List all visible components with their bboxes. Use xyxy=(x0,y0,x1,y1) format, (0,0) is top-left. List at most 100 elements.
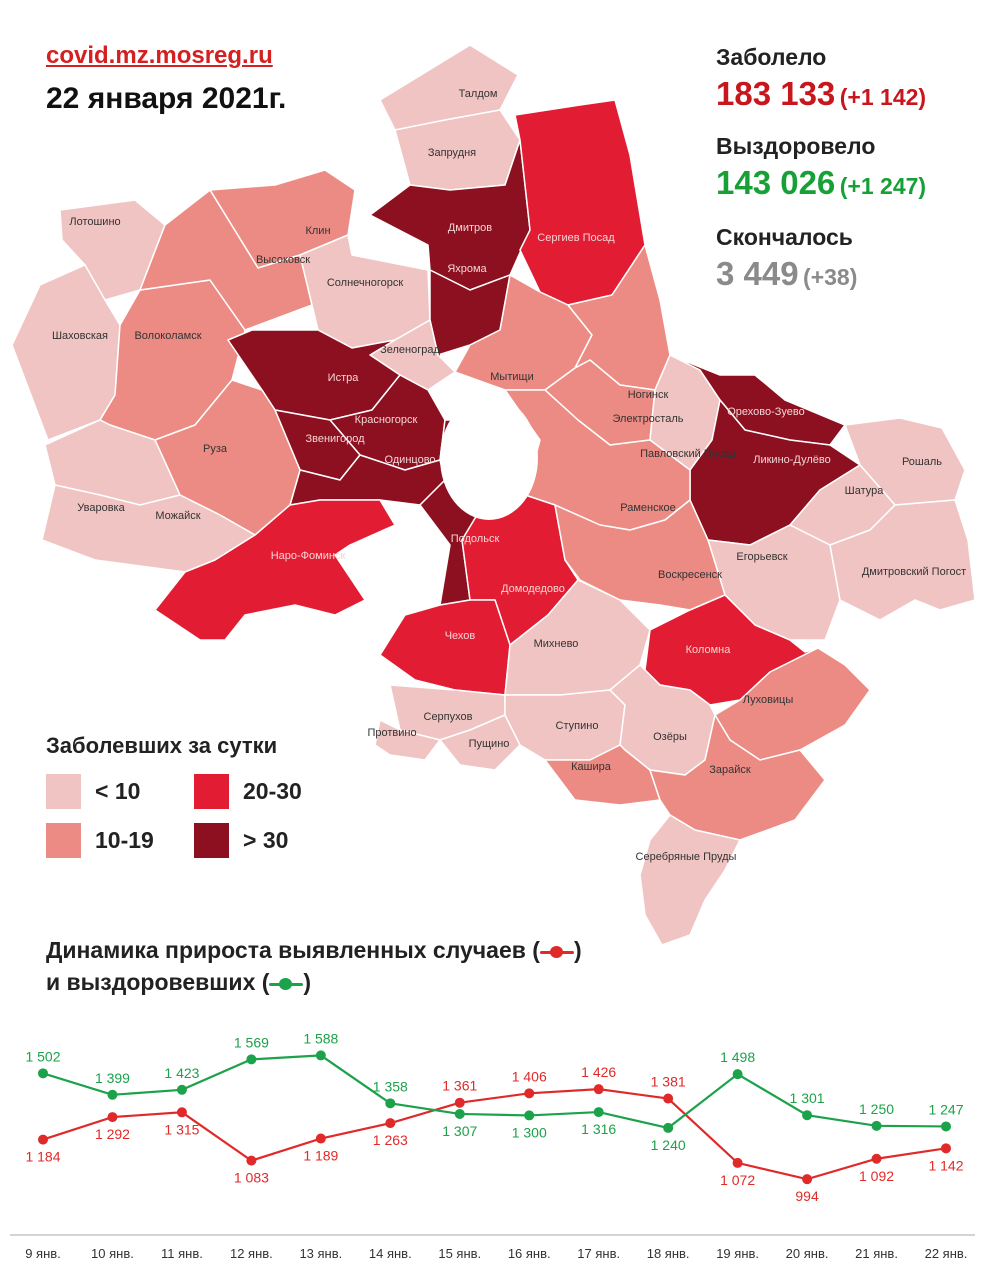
data-label: 1 315 xyxy=(164,1121,199,1137)
infected-point xyxy=(385,1118,396,1129)
x-tick-label: 14 янв. xyxy=(369,1246,412,1261)
legend-swatch xyxy=(46,823,81,858)
district-label: Можайск xyxy=(155,510,200,522)
data-label: 1 423 xyxy=(164,1065,199,1081)
legend-item-20-30: 20-30 xyxy=(194,774,302,809)
data-label: 1 502 xyxy=(25,1048,60,1064)
district-label: Павловский Посад xyxy=(640,448,736,460)
region-map: Лотошино Шаховская Волоколамск Клин Высоковс… xyxy=(11,44,976,946)
recovered-point xyxy=(593,1107,604,1118)
recovered-point xyxy=(941,1121,951,1132)
district-label: Шаховская xyxy=(52,330,108,342)
recovered-label: Выздоровело xyxy=(716,133,876,159)
district-label: Солнечногорск xyxy=(327,277,403,289)
infected-point xyxy=(593,1084,604,1095)
district-label: Запрудня xyxy=(428,147,476,159)
recovered-delta: (+1 247) xyxy=(839,173,927,199)
recovered-point xyxy=(871,1120,882,1131)
data-label: 1 292 xyxy=(95,1126,130,1142)
district-31 xyxy=(829,499,976,621)
data-label: 1 361 xyxy=(442,1078,477,1094)
infected-line-marker xyxy=(539,945,574,958)
district-label: Высоковск xyxy=(256,254,310,266)
district-label: Уваровка xyxy=(77,502,125,514)
district-label: Чехов xyxy=(445,630,476,642)
x-tick-label: 16 янв. xyxy=(508,1246,551,1261)
district-1 xyxy=(59,199,166,301)
legend-item-10-19: 10-19 xyxy=(46,823,154,858)
recovered-point xyxy=(107,1089,118,1100)
deaths-delta: (+38) xyxy=(803,264,858,290)
data-label: 1 083 xyxy=(234,1170,269,1186)
site-link[interactable]: covid.mz.mosreg.ru xyxy=(46,42,273,69)
moscow-city xyxy=(440,396,538,520)
data-label: 1 263 xyxy=(373,1132,408,1148)
district-label: Лотошино xyxy=(69,216,120,228)
data-label: 1 426 xyxy=(581,1064,616,1080)
data-label: 1 316 xyxy=(581,1121,616,1137)
district-label: Сергиев Посад xyxy=(537,232,615,244)
infected-point xyxy=(802,1174,813,1185)
district-label: Ногинск xyxy=(628,389,669,401)
data-label: 1 300 xyxy=(512,1124,547,1140)
district-label: Талдом xyxy=(459,88,498,100)
x-tick-label: 17 янв. xyxy=(577,1246,620,1261)
district-label: Звенигород xyxy=(305,433,365,445)
district-label: Волоколамск xyxy=(134,330,201,342)
recovered-point xyxy=(176,1084,187,1095)
district-label: Шатура xyxy=(845,485,885,497)
x-tick-label: 20 янв. xyxy=(786,1246,829,1261)
infected-point xyxy=(941,1143,951,1154)
district-label: Протвино xyxy=(367,727,416,739)
recovered-point xyxy=(454,1108,465,1119)
x-tick-label: 22 янв. xyxy=(925,1246,968,1261)
data-label: 1 307 xyxy=(442,1123,477,1139)
district-label: Озёры xyxy=(653,731,687,743)
stats-panel: Заболело 183 133 (+1 142) Выздоровело 14… xyxy=(716,44,926,293)
district-label: Клин xyxy=(305,225,330,237)
district-label: Руза xyxy=(203,443,228,455)
infected-point xyxy=(524,1088,535,1099)
district-label: Орехово-Зуево xyxy=(727,406,805,418)
infected-label: Заболело xyxy=(716,44,827,70)
district-label: Дмитровский Погост xyxy=(862,566,966,578)
district-46 xyxy=(639,814,741,946)
recovered-point xyxy=(315,1050,326,1061)
legend-swatch xyxy=(194,774,229,809)
infected-point xyxy=(38,1134,48,1145)
deaths-value: 3 449 xyxy=(716,255,799,292)
legend-swatch xyxy=(194,823,229,858)
data-label: 1 250 xyxy=(859,1101,894,1117)
data-label: 1 142 xyxy=(928,1157,963,1173)
district-label: Домодедово xyxy=(501,583,565,595)
recovered-point xyxy=(38,1068,48,1079)
data-label: 1 072 xyxy=(720,1172,755,1188)
district-label: Серпухов xyxy=(424,711,473,723)
district-20 xyxy=(154,499,396,641)
district-label: Пущино xyxy=(469,738,510,750)
district-label: Яхрома xyxy=(447,263,487,275)
report-date: 22 января 2021г. xyxy=(46,82,287,115)
data-label: 1 358 xyxy=(373,1078,408,1094)
deaths-label: Скончалось xyxy=(716,224,853,250)
infected-point xyxy=(663,1093,674,1104)
recovered-point xyxy=(385,1098,396,1109)
legend-item-under-10: < 10 xyxy=(46,774,140,809)
legend-title: Заболевших за сутки xyxy=(46,733,278,758)
recovered-series-line xyxy=(42,1054,947,1130)
legend-swatch xyxy=(46,774,81,809)
data-label: 1 588 xyxy=(303,1030,338,1046)
district-label: Зарайск xyxy=(709,764,751,776)
data-label: 1 247 xyxy=(928,1101,963,1117)
data-label: 1 498 xyxy=(720,1049,755,1065)
district-label: Зеленоград xyxy=(380,344,440,356)
infected-series-line xyxy=(42,1088,947,1181)
data-label: 1 092 xyxy=(859,1168,894,1184)
data-label: 1 184 xyxy=(25,1149,60,1165)
district-label: Серебряные Пруды xyxy=(636,851,737,863)
district-label: Кашира xyxy=(571,761,612,773)
district-label: Коломна xyxy=(686,644,732,656)
data-label: 1 399 xyxy=(95,1070,130,1086)
district-label: Подольск xyxy=(451,533,500,545)
district-label: Одинцово xyxy=(384,454,435,466)
